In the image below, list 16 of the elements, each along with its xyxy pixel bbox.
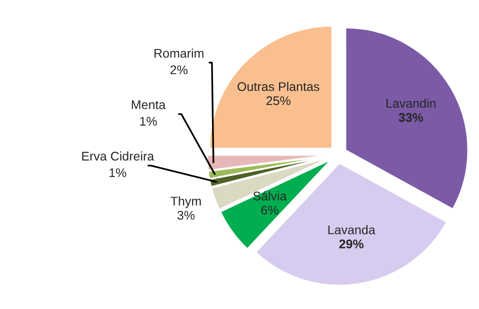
slice-label: Menta [132, 100, 166, 110]
slice-label: Thym [170, 196, 201, 208]
data-label: 3% [177, 210, 195, 220]
data-label: 1% [110, 168, 126, 178]
slice-label: Sálvia [253, 191, 287, 200]
slice-label: Romarim [154, 48, 204, 58]
slice-label: Lavandin [386, 98, 436, 108]
data-label: 33% [398, 113, 424, 122]
slice-label: Lavanda [328, 225, 376, 234]
data-label: 29% [339, 240, 364, 248]
slice-label: Outras Plantas [238, 82, 320, 92]
data-label: 2% [170, 65, 188, 74]
data-label: 6% [261, 206, 278, 215]
data-label: 1% [140, 116, 157, 126]
slice-label: Erva Cidreira [82, 151, 154, 161]
data-label: 25% [266, 96, 290, 106]
